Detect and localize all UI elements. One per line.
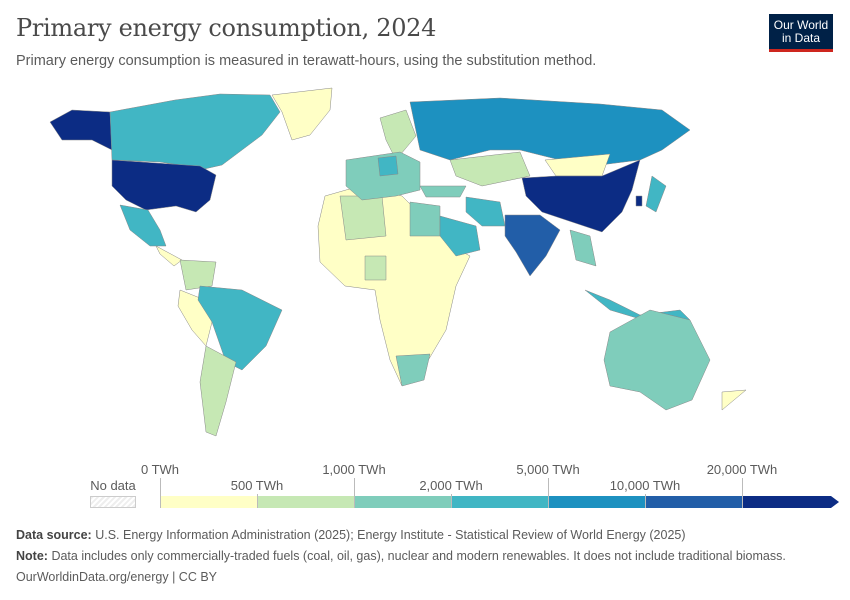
region-mexico[interactable]: Mexico xyxy=(119,204,167,247)
legend-tick-label: 1,000 TWh xyxy=(322,462,386,477)
page-title: Primary energy consumption, 2024 xyxy=(16,14,437,42)
region-iran[interactable]: Iran xyxy=(465,196,506,227)
legend-tick-label: 0 TWh xyxy=(140,462,180,477)
footer-note: Note: Data includes only commercially-tr… xyxy=(16,549,786,563)
region-greenland[interactable]: Greenland xyxy=(271,87,333,141)
region-colombia-venezuela[interactable]: Colombia / Venezuela xyxy=(179,259,217,291)
region-south-korea[interactable]: South Korea xyxy=(635,195,643,207)
region-japan[interactable]: Japan xyxy=(645,175,667,213)
region-australia[interactable]: Australia xyxy=(603,309,711,411)
legend-tick xyxy=(160,478,161,508)
region-nigeria[interactable]: Nigeria xyxy=(364,255,387,281)
legend-tick xyxy=(257,494,258,508)
region-south-africa[interactable]: South Africa xyxy=(395,353,431,387)
footer-url[interactable]: OurWorldinData.org/energy | CC BY xyxy=(16,570,218,584)
legend-bin[interactable] xyxy=(451,496,548,508)
region-canada[interactable]: Canada xyxy=(109,93,281,171)
legend-bin[interactable] xyxy=(354,496,451,508)
region-saudi-arabia[interactable]: Saudi Arabia xyxy=(439,215,481,257)
region-kazakhstan[interactable]: Kazakhstan xyxy=(449,151,531,187)
legend-tick-label: 20,000 TWh xyxy=(706,462,778,477)
owid-logo[interactable]: Our World in Data xyxy=(769,14,833,52)
region-alaska-united-states-[interactable]: Alaska (United States) xyxy=(49,109,113,151)
legend-tick-label: 5,000 TWh xyxy=(516,462,580,477)
region-algeria[interactable]: Algeria xyxy=(339,195,387,241)
region-brazil[interactable]: Brazil xyxy=(197,285,283,371)
region-africa-most-countries-[interactable]: Africa (most countries) xyxy=(317,185,471,387)
legend-bin[interactable] xyxy=(548,496,645,508)
region-western-europe[interactable]: Western Europe xyxy=(345,151,421,201)
legend-tick-label: 2,000 TWh xyxy=(419,478,483,493)
region-russia[interactable]: Russia xyxy=(409,97,691,166)
legend-arrow-icon xyxy=(831,496,839,508)
region-india[interactable]: India xyxy=(504,214,561,277)
region-scandinavia[interactable]: Scandinavia xyxy=(379,109,417,161)
region-turkey[interactable]: Turkey xyxy=(419,185,467,198)
world-map: Alaska (United States)CanadaGreenland Uni… xyxy=(49,87,747,437)
legend-bin[interactable] xyxy=(257,496,354,508)
note-label: Note: xyxy=(16,549,48,563)
legend-no-data-label: No data xyxy=(90,478,136,493)
region-egypt[interactable]: Egypt xyxy=(409,201,441,237)
region-southeast-asia[interactable]: Southeast Asia xyxy=(569,229,597,267)
region-united-states[interactable]: United States xyxy=(111,159,217,213)
note-text: Data includes only commercially-traded f… xyxy=(51,549,786,563)
source-text: U.S. Energy Information Administration (… xyxy=(95,528,686,542)
page-subtitle: Primary energy consumption is measured i… xyxy=(16,53,597,69)
region-china[interactable]: China xyxy=(521,159,641,233)
footer-source: Data source: U.S. Energy Information Adm… xyxy=(16,528,686,542)
region-argentina[interactable]: Argentina xyxy=(199,345,237,437)
source-label: Data source: xyxy=(16,528,92,542)
legend-tick xyxy=(548,478,549,508)
legend-tick xyxy=(645,494,646,508)
legend-bin[interactable] xyxy=(742,496,831,508)
legend-bin[interactable] xyxy=(160,496,257,508)
legend-tick xyxy=(742,478,743,508)
legend-tick xyxy=(451,494,452,508)
legend-tick-label: 500 TWh xyxy=(230,478,284,493)
legend-no-data-swatch xyxy=(90,496,136,508)
legend-tick-label: 10,000 TWh xyxy=(609,478,681,493)
region-new-zealand[interactable]: New Zealand xyxy=(721,389,747,411)
region-central-america[interactable]: Central America xyxy=(155,245,183,267)
region-germany[interactable]: Germany xyxy=(377,155,399,177)
legend-bin[interactable] xyxy=(645,496,742,508)
legend-tick xyxy=(354,478,355,508)
